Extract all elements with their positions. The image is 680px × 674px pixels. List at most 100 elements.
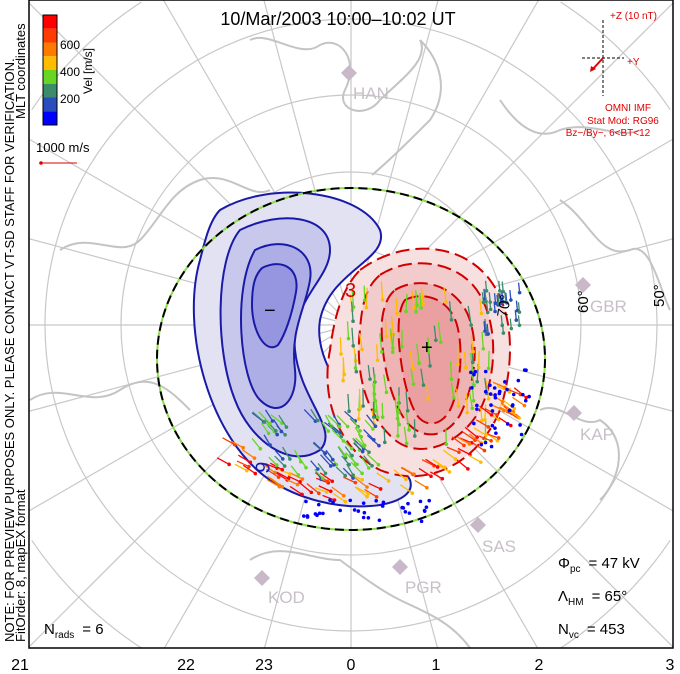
velocity-vector-origin: [365, 485, 369, 489]
imf-y-label: +Y: [627, 57, 640, 68]
velocity-vector: [252, 411, 265, 423]
velocity-vector-origin: [463, 365, 468, 370]
velocity-vector-origin: [495, 438, 500, 443]
velocity-vector: [331, 486, 345, 497]
velocity-vector: [457, 447, 471, 456]
velocity-vector-origin: [343, 473, 348, 478]
velocity-vector-origin: [484, 299, 488, 304]
velocity-vector-origin: [405, 409, 410, 413]
velocity-vector: [332, 413, 340, 425]
velocity-vector-origin: [466, 467, 470, 471]
velocity-vector: [375, 399, 379, 418]
velocity-vector-origin: [483, 418, 487, 422]
lat-label-60: 60°: [575, 290, 592, 313]
velocity-vector: [405, 391, 409, 411]
velocity-vector: [338, 445, 346, 456]
velocity-vector-origin: [410, 491, 415, 495]
velocity-vector-origin: [447, 470, 452, 474]
velocity-vector-origin: [486, 397, 491, 401]
velocity-vector: [464, 426, 478, 438]
velocity-vector-origin: [472, 383, 476, 388]
velocity-vector-origin: [428, 364, 432, 368]
velocity-vector-origin: [279, 429, 284, 434]
velocity-vector: [368, 482, 381, 490]
colorbar-tick-600: 600: [60, 38, 80, 52]
velocity-vector-origin: [282, 464, 287, 468]
velocity-vector: [366, 453, 379, 466]
velocity-vector-origin: [493, 426, 497, 430]
velocity-vector-origin: [374, 495, 379, 499]
fit-order-note: FitOrder: 8, mapEX format: [13, 489, 28, 642]
velocity-vector: [319, 472, 333, 482]
velocity-vector: [425, 458, 439, 468]
stations: [254, 65, 591, 586]
velocity-vector: [478, 435, 492, 442]
velocity-vector: [320, 454, 332, 467]
velocity-vector-origin: [320, 476, 325, 481]
velocity-vector-origin: [364, 305, 369, 310]
velocity-vector-origin: [395, 416, 400, 421]
velocity-vector-origin: [499, 301, 503, 306]
velocity-vector-origin: [296, 473, 301, 477]
velocity-vector-origin: [341, 493, 346, 498]
potential-max-marker: +: [421, 337, 433, 359]
velocity-vector-origin: [280, 457, 285, 461]
velocity-vector: [448, 301, 453, 320]
velocity-vector-origin: [472, 421, 476, 426]
velocity-vector-origin: [505, 422, 510, 426]
velocity-vector: [512, 396, 525, 407]
velocity-vector: [418, 467, 432, 477]
velocity-vector-origin: [342, 372, 347, 377]
velocity-vector: [416, 343, 420, 364]
velocity-vector-origin: [465, 410, 470, 415]
velocity-vector-origin: [407, 511, 412, 515]
velocity-vector: [261, 422, 270, 434]
velocity-vector-origin: [414, 309, 418, 314]
velocity-vectors: [216, 280, 531, 524]
velocity-vector-origin: [490, 423, 495, 428]
velocity-vector-origin: [280, 467, 285, 472]
velocity-vector-origin: [361, 501, 366, 505]
velocity-vector: [354, 486, 368, 498]
velocity-vector: [347, 393, 350, 412]
latitude-arc: [560, 539, 671, 648]
velocity-vector: [310, 408, 319, 421]
potential-min-marker: −: [264, 300, 276, 322]
velocity-vector-origin: [358, 406, 362, 411]
velocity-vector: [343, 476, 356, 484]
velocity-vector-origin: [523, 398, 528, 403]
preview-note: NOTE: FOR PREVIEW PURPOSES ONLY. PLEASE …: [2, 58, 17, 642]
velocity-vector: [298, 482, 312, 493]
velocity-vector: [468, 391, 474, 409]
velocity-vector: [352, 419, 361, 432]
velocity-vector: [327, 414, 341, 427]
velocity-vector-origin: [372, 437, 376, 442]
velocity-vector-origin: [495, 413, 499, 417]
velocity-vector-origin: [524, 395, 528, 400]
velocity-vector-origin: [507, 408, 512, 413]
velocity-vector: [242, 464, 256, 475]
velocity-vector: [471, 382, 475, 401]
plot-frame: [28, 0, 674, 649]
velocity-vector-origin: [406, 501, 410, 506]
mlt-label-23: 23: [255, 657, 273, 674]
velocity-vector-origin: [366, 491, 370, 496]
velocity-vector-origin: [353, 462, 358, 466]
velocity-vector: [443, 287, 447, 303]
imf-arrow-icon: [590, 66, 596, 72]
velocity-vector: [330, 424, 342, 437]
velocity-vector: [405, 412, 410, 430]
velocity-vector-origin: [524, 368, 528, 372]
velocity-vector: [442, 449, 456, 460]
velocity-vector: [399, 484, 413, 494]
velocity-vector: [351, 289, 355, 308]
velocity-vector: [230, 440, 244, 449]
velocity-vector-origin: [343, 499, 348, 504]
station-sas-label: SAS: [482, 537, 516, 556]
velocity-vector-origin: [452, 396, 456, 400]
colorbar-bin: [43, 15, 57, 29]
velocity-vector-origin: [462, 443, 466, 448]
velocity-vector: [405, 293, 408, 312]
velocity-vector-origin: [370, 463, 374, 468]
